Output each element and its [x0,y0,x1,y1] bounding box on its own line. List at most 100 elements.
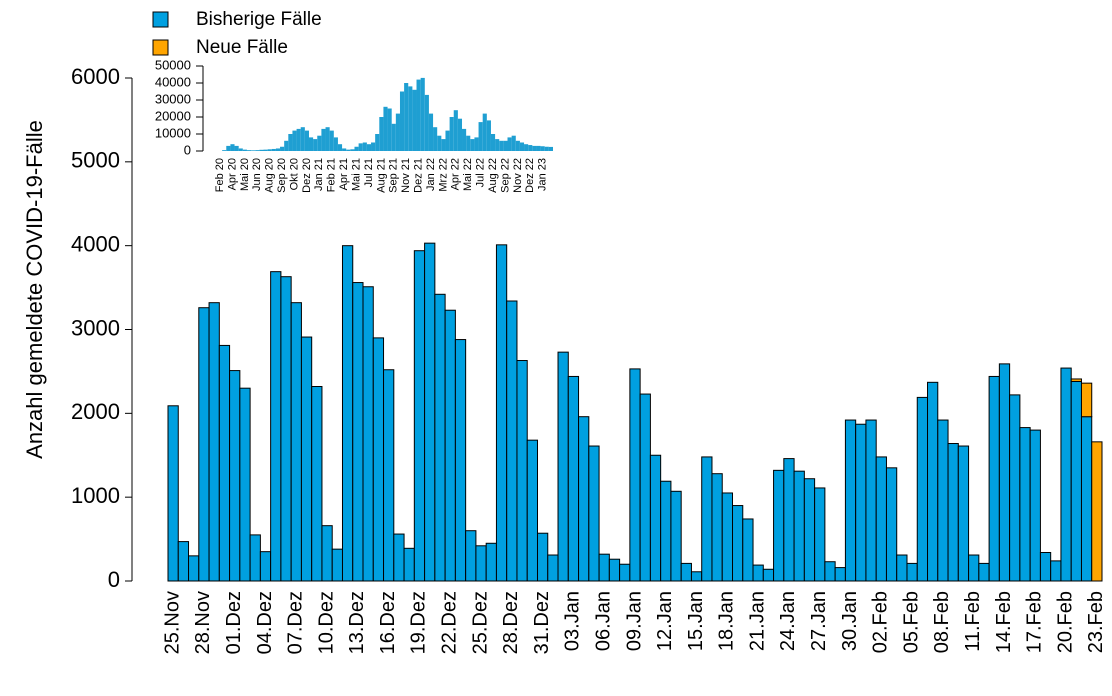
y-tick-label: 2000 [71,399,120,424]
bar [516,360,528,582]
y-tick-label: 40000 [155,74,191,89]
bar [341,245,354,582]
bar [495,139,500,151]
bar [311,386,323,582]
y-tick-label: 0 [108,567,120,592]
bar [588,445,600,582]
bar [680,562,692,582]
x-tick-label: 13.Dez [346,591,368,654]
bar [916,396,929,582]
x-tick-label: 06.Jan [592,591,614,651]
x-tick-label: 03.Jan [562,591,584,651]
bar [1060,367,1072,582]
x-tick-label: 18.Jan [716,591,738,651]
bar [1070,378,1082,382]
x-tick-label: Sep 22 [499,158,511,193]
bar [444,309,456,582]
bar [375,134,380,151]
bar [433,127,438,151]
x-tick-label: 27.Jan [808,591,830,651]
x-tick-label: Mai 22 [462,158,474,191]
x-tick-label: Dez 22 [524,158,536,193]
bar [383,369,395,582]
bar [238,148,243,151]
bar [639,393,651,582]
bar [466,135,471,151]
bar [896,554,908,582]
x-tick-label: Apr 21 [338,158,350,190]
x-tick-label: Jan 21 [313,158,325,191]
bar [567,375,580,582]
bar [337,144,343,151]
x-tick-label: 05.Feb [900,591,922,653]
bar [198,307,210,582]
bar [865,419,877,582]
bar [544,146,549,151]
bar [824,561,836,582]
bar [721,492,734,582]
bar [437,135,442,151]
bar [578,416,590,582]
bar [906,562,918,582]
bar [457,118,463,151]
bar [177,541,190,582]
bar [416,79,421,151]
bar [271,148,276,151]
bar [499,140,504,151]
bar [548,146,553,151]
bar [251,150,256,151]
x-tick-label: Apr 22 [450,158,462,190]
bar [403,547,415,582]
bar [629,368,641,582]
bar [957,445,970,582]
bar [608,558,621,582]
legend-swatch [152,11,169,28]
bar [371,142,376,151]
bar [428,113,434,151]
bar [937,419,949,582]
bar [424,242,436,582]
bar [399,91,405,151]
bar [352,282,364,582]
bar [229,370,241,582]
bar [506,300,518,582]
bar [420,77,425,151]
x-tick-label: 02.Feb [870,591,892,653]
bar [1039,551,1052,582]
bar [660,480,672,582]
bar [1009,394,1021,582]
bar [300,336,313,582]
bar [393,533,405,582]
bar [470,139,475,151]
bar [391,123,396,151]
bar [412,89,417,151]
bar [752,564,764,582]
bar [732,505,744,582]
bar [598,553,610,582]
bar [362,286,374,582]
x-tick-label: Mai 21 [350,158,362,191]
x-tick-label: 22.Dez [439,591,461,654]
bar [474,137,479,151]
bar [354,146,359,151]
bar [242,149,247,151]
bar [690,571,703,582]
bar [511,135,516,151]
x-tick-label: 04.Dez [254,591,276,654]
y-tick-label: 3000 [71,315,120,340]
bar [408,86,413,151]
bar [507,137,512,151]
bar [462,128,467,151]
x-tick-label: Feb 21 [326,158,338,192]
bar [313,139,318,151]
x-tick-label: Mai 20 [239,158,251,191]
bar [540,146,545,151]
x-tick-label: 07.Dez [285,591,307,654]
y-tick-label: 6000 [71,64,120,89]
bar [284,140,289,151]
y-tick-label: 10000 [155,125,191,140]
bar [619,563,631,582]
x-tick-label: Jan 23 [537,158,549,191]
x-tick-label: 17.Feb [1024,591,1046,653]
